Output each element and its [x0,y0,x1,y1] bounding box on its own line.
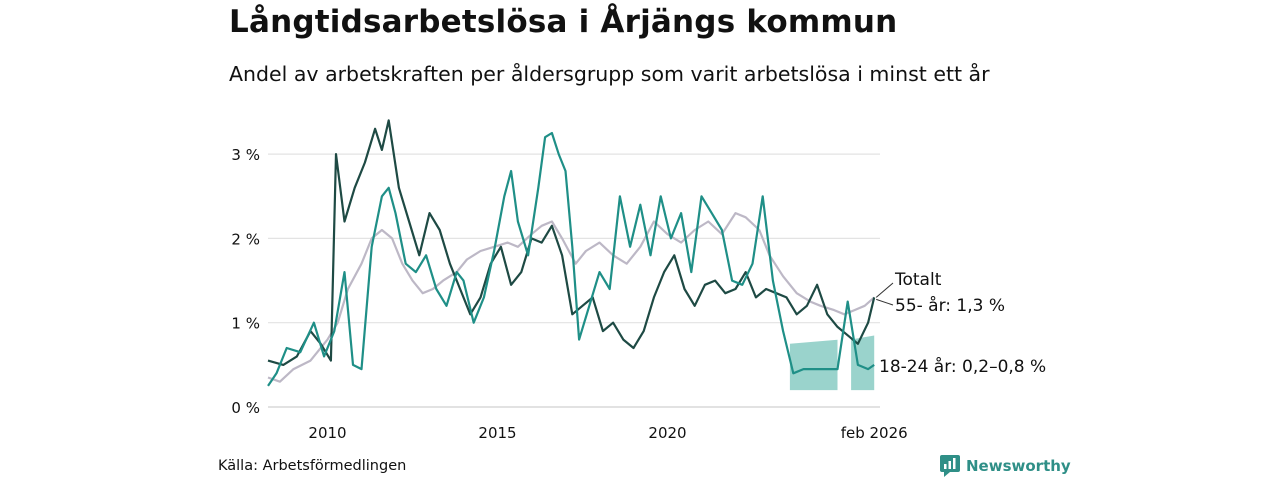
chart-subtitle: Andel av arbetskraften per åldersgrupp s… [229,62,990,86]
series-lines [267,119,876,387]
y-tick-label: 2 % [231,230,260,248]
uncertainty-band-0 [789,339,838,391]
x-tick-label: 2015 [478,424,516,442]
x-axis-ticks: 2010 2015 2020 feb 2026 [308,424,907,442]
label-leader-1 [876,298,894,306]
series-labels: Totalt 55- år: 1,3 % 18-24 år: 0,2–0,8 % [875,270,1046,377]
x-tick-label: 2020 [648,424,686,442]
newsworthy-logo-icon [940,455,960,477]
y-tick-label: 1 % [231,315,260,333]
y-axis-ticks: 0 % 1 % 2 % 3 % [231,146,260,417]
series-label-1: 55- år: 1,3 % [895,295,1005,316]
x-tick-label: feb 2026 [841,424,908,442]
source-note: Källa: Arbetsförmedlingen [218,458,407,474]
series-line-0 [267,212,875,383]
y-tick-label: 3 % [231,146,260,164]
uncertainty-bands [789,335,875,391]
label-leader-0 [875,282,894,298]
y-tick-label: 0 % [231,399,260,417]
brand-name: Newsworthy [966,457,1071,475]
x-tick-label: 2010 [308,424,346,442]
brand-logo[interactable]: Newsworthy [940,455,1071,477]
series-label-2: 18-24 år: 0,2–0,8 % [879,356,1046,377]
gridlines [268,153,880,408]
series-line-2 [267,131,875,387]
series-label-0: Totalt [894,270,942,290]
chart-title: Långtidsarbetslösa i Årjängs kommun [229,4,898,40]
uncertainty-band-1 [851,335,875,391]
